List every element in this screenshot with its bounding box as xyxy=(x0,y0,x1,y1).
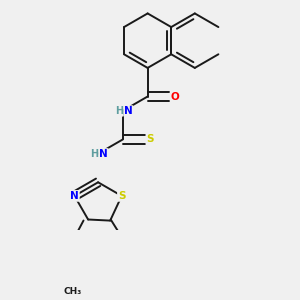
Text: S: S xyxy=(118,191,125,201)
Text: CH₃: CH₃ xyxy=(63,287,82,296)
Text: O: O xyxy=(170,92,179,101)
Text: N: N xyxy=(99,149,108,159)
Text: N: N xyxy=(70,191,79,201)
Text: N: N xyxy=(124,106,133,116)
Text: S: S xyxy=(146,134,154,144)
Text: H: H xyxy=(115,106,123,116)
Text: H: H xyxy=(90,149,98,159)
